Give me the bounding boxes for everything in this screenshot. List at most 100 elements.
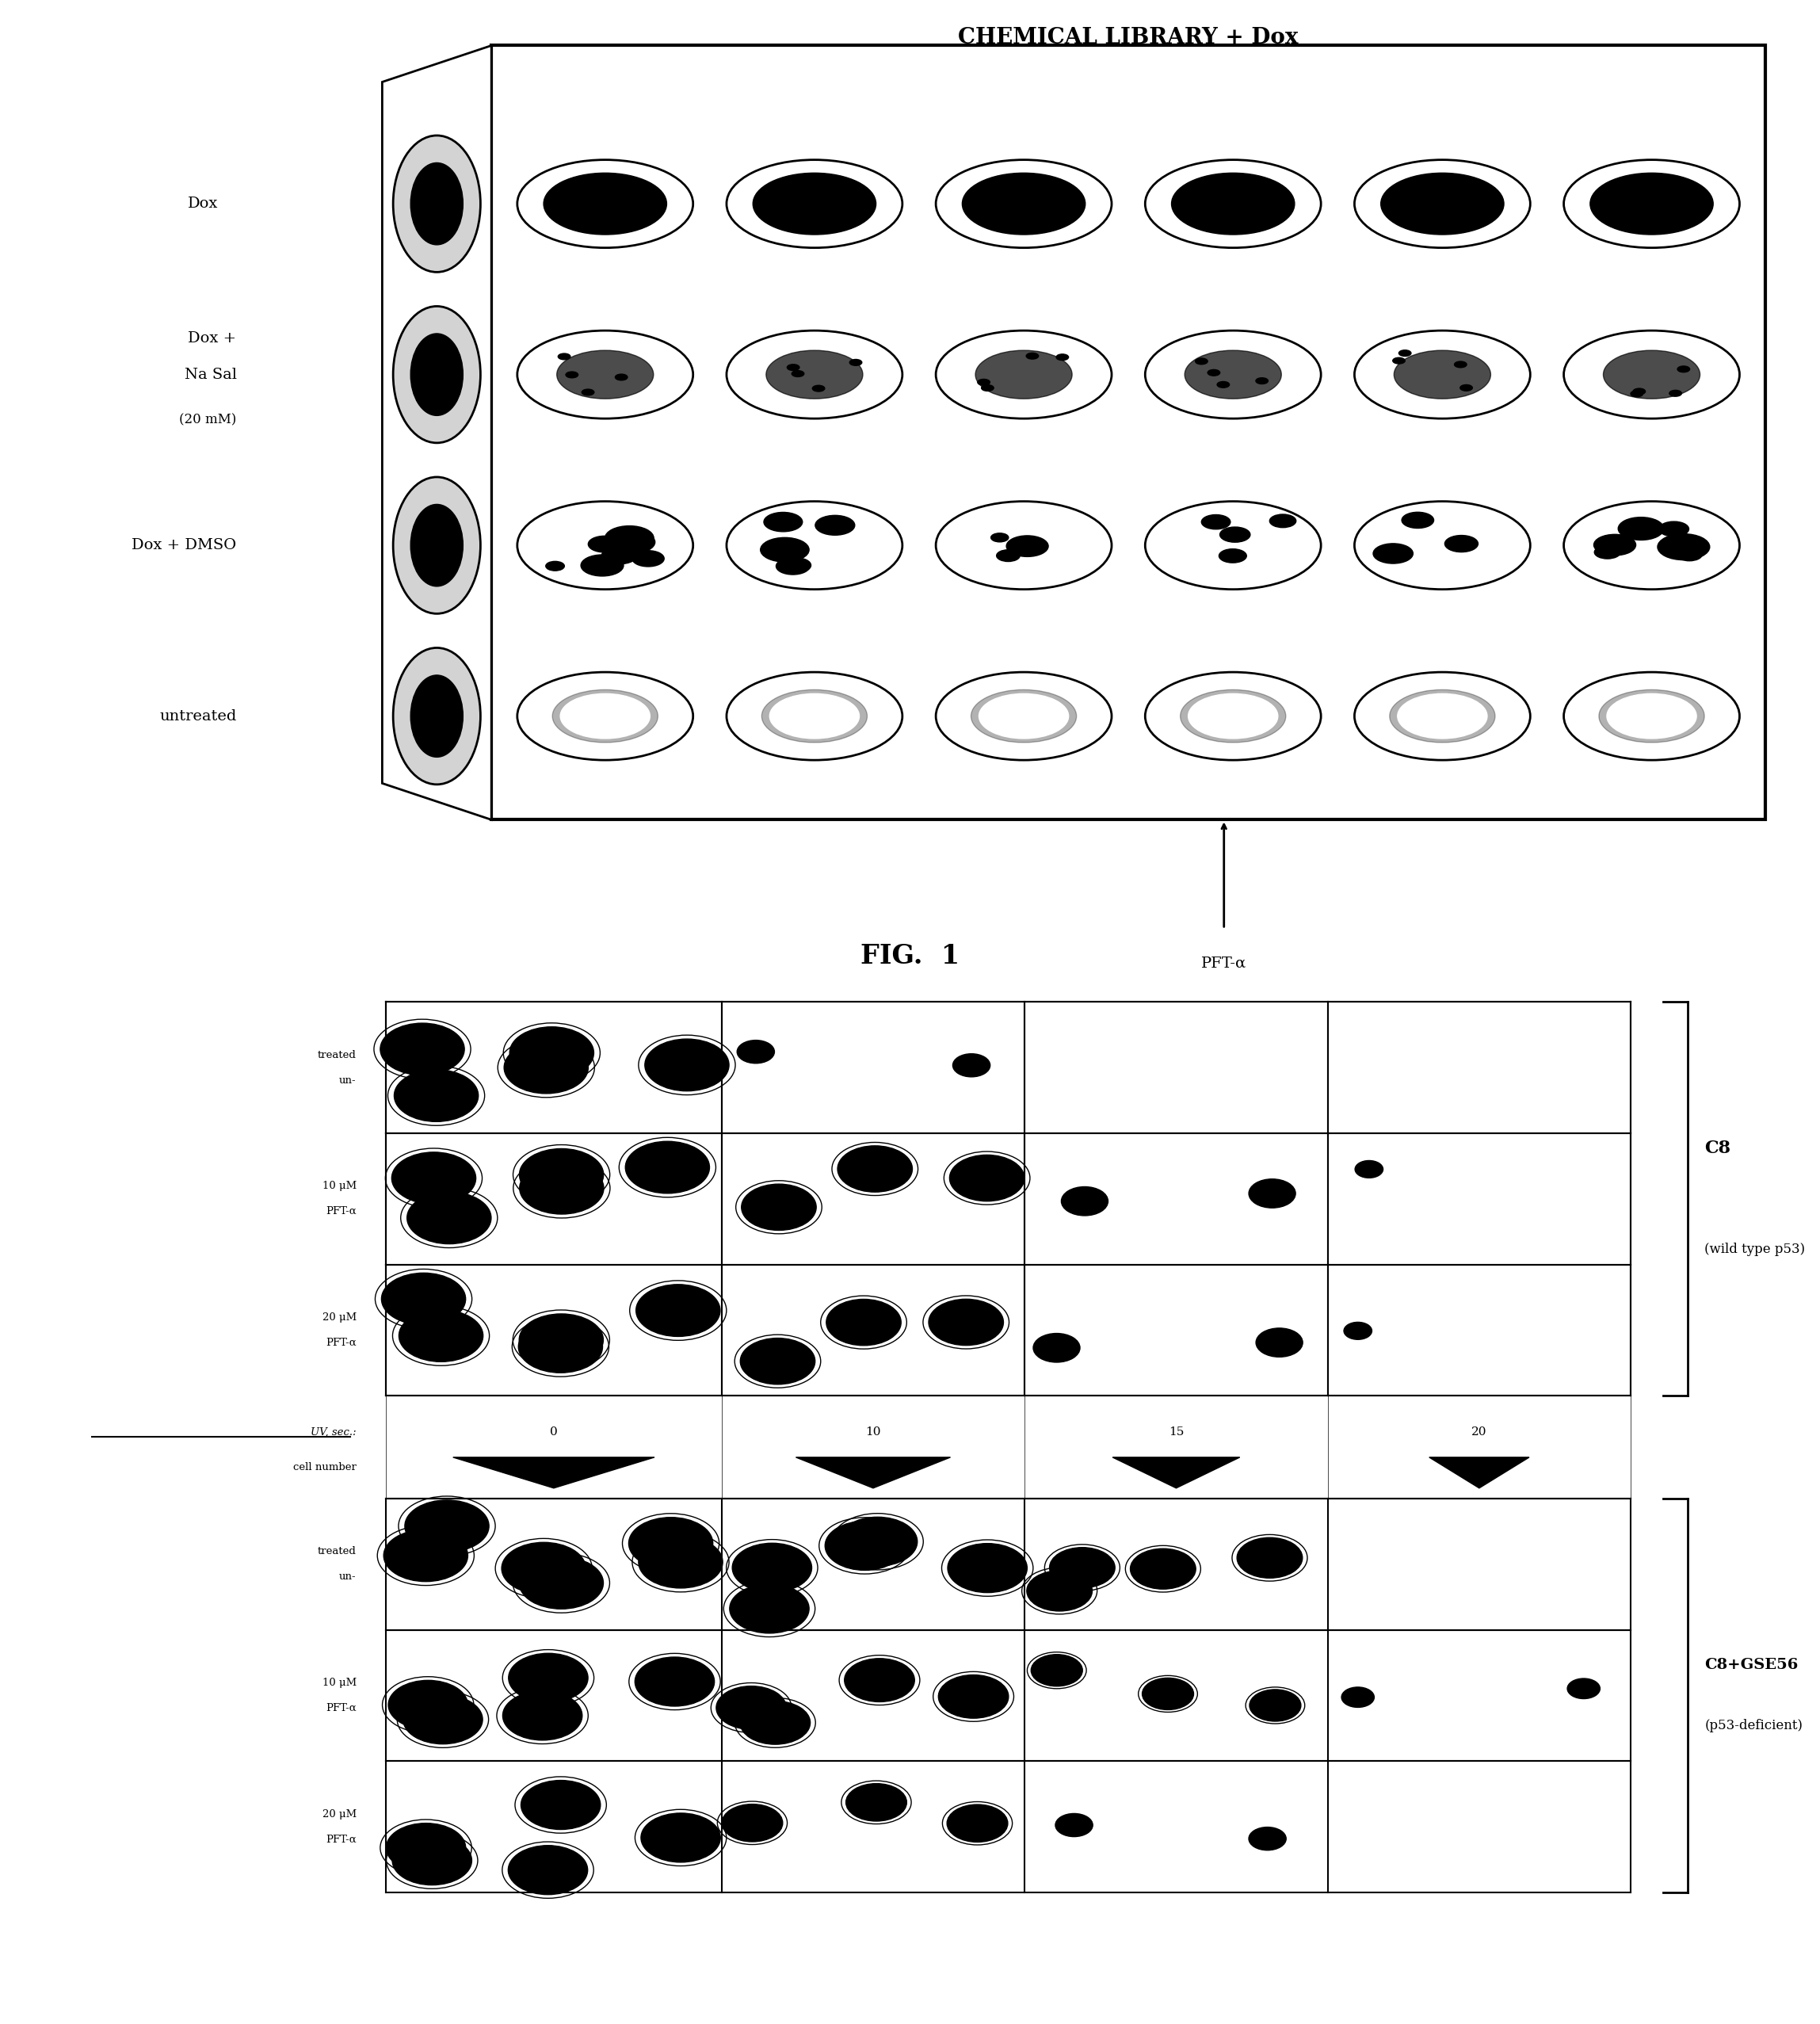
Circle shape [717,1686,786,1728]
Circle shape [1607,694,1696,739]
Text: FIG.  1: FIG. 1 [861,943,959,969]
Text: PFT-α: PFT-α [326,1338,357,1348]
Text: 0: 0 [550,1427,557,1437]
Circle shape [1591,172,1713,235]
Circle shape [814,194,826,202]
Circle shape [553,690,657,743]
Circle shape [1250,1690,1301,1720]
Circle shape [519,1162,604,1214]
Circle shape [1034,1334,1079,1362]
Ellipse shape [411,334,462,415]
Circle shape [1394,350,1491,399]
Polygon shape [382,47,491,820]
Circle shape [402,1694,482,1745]
Circle shape [1372,544,1412,563]
Circle shape [753,172,875,235]
Circle shape [519,1322,602,1372]
Circle shape [508,1654,588,1702]
Circle shape [604,526,653,551]
Polygon shape [1429,1457,1529,1488]
Circle shape [386,1824,466,1872]
Circle shape [626,1142,710,1194]
Circle shape [391,1152,475,1204]
Circle shape [559,354,570,360]
Text: (p53-deficient): (p53-deficient) [1705,1718,1802,1733]
Circle shape [519,1556,604,1609]
Circle shape [784,190,799,198]
Polygon shape [453,1457,655,1488]
Circle shape [997,551,1019,561]
Circle shape [1603,350,1700,399]
FancyBboxPatch shape [491,47,1765,820]
Circle shape [1232,210,1247,217]
Circle shape [582,389,593,395]
Circle shape [844,1658,915,1702]
Circle shape [952,1055,990,1077]
Circle shape [1061,1186,1108,1216]
Circle shape [999,208,1014,217]
Circle shape [1249,1180,1296,1208]
Circle shape [1201,514,1230,528]
Circle shape [1600,690,1704,743]
Circle shape [977,378,990,385]
Circle shape [519,1150,604,1200]
Circle shape [1343,1322,1372,1340]
Circle shape [950,1156,1025,1200]
Circle shape [1341,1688,1374,1708]
Circle shape [846,1783,906,1822]
Circle shape [644,1038,730,1091]
Circle shape [850,360,863,366]
Circle shape [1420,200,1434,206]
Circle shape [1219,526,1250,542]
Circle shape [990,532,1008,542]
Circle shape [1218,383,1230,389]
Circle shape [628,1518,713,1569]
Circle shape [1400,350,1410,356]
Circle shape [1032,1654,1083,1686]
Circle shape [1594,534,1636,555]
Circle shape [741,1184,815,1231]
Circle shape [1631,391,1643,397]
Circle shape [1445,536,1478,553]
Circle shape [632,551,664,567]
Circle shape [380,1024,464,1075]
Circle shape [737,1040,775,1063]
Text: CHEMICAL LIBRARY + Dox: CHEMICAL LIBRARY + Dox [959,28,1298,49]
Text: 10 μM: 10 μM [322,1182,357,1192]
Circle shape [561,694,650,739]
Circle shape [981,385,994,391]
Text: (wild type p53): (wild type p53) [1705,1243,1805,1257]
Circle shape [635,1658,715,1706]
Text: 20: 20 [1472,1427,1487,1437]
Circle shape [521,1781,601,1830]
Ellipse shape [393,306,480,443]
Text: C8+GSE56: C8+GSE56 [1705,1658,1798,1672]
Circle shape [1401,512,1434,528]
Text: treated: treated [318,1050,357,1061]
Circle shape [1594,546,1620,559]
Circle shape [1651,208,1663,217]
Circle shape [761,538,810,563]
Circle shape [502,1692,582,1741]
Circle shape [1208,370,1219,376]
Circle shape [815,516,855,534]
Circle shape [546,561,564,571]
Circle shape [766,350,863,399]
Text: 10: 10 [866,1427,881,1437]
Circle shape [1026,352,1039,358]
Text: 10 μM: 10 μM [322,1678,357,1688]
Circle shape [972,690,1076,743]
Circle shape [781,559,812,573]
Circle shape [1633,389,1645,395]
Circle shape [544,172,666,235]
Text: Na Sal: Na Sal [184,368,237,383]
Text: UV, sec.:: UV, sec.: [311,1427,357,1437]
Circle shape [408,1192,491,1245]
Circle shape [732,1542,812,1593]
Ellipse shape [411,676,462,757]
Circle shape [388,1680,468,1728]
Circle shape [615,374,628,381]
Text: 20 μM: 20 μM [322,1809,357,1820]
Circle shape [384,1530,468,1581]
Circle shape [1249,1828,1287,1850]
